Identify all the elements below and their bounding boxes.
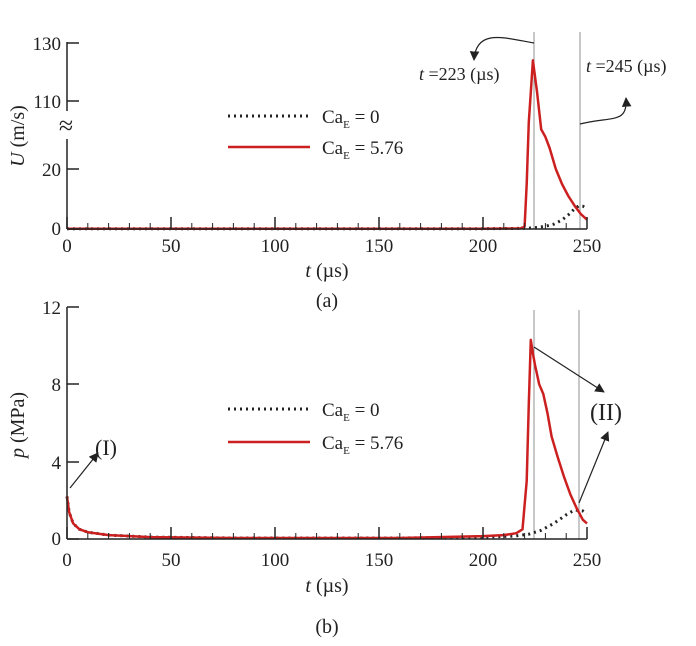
panel-a-y-tick-labels: 0 20 110 130 ≈ bbox=[33, 34, 74, 240]
annotation-arrow-II-peak bbox=[533, 346, 605, 393]
panel-b-plot-area bbox=[65, 338, 588, 540]
legend-label-ca0: CaE = 0 bbox=[322, 400, 380, 424]
legend-label-ca576: CaE = 5.76 bbox=[322, 433, 403, 457]
annotation-label-223: t =223 (µs) bbox=[419, 64, 500, 85]
panel-b-series-ca0-line bbox=[65, 496, 588, 540]
panel-a-y-label: U (m/s) bbox=[7, 105, 29, 167]
panel-b-xtick-label: 150 bbox=[365, 550, 394, 571]
panel-b-x-tick-labels: 0 50 100 150 200 250 bbox=[62, 550, 601, 571]
panel-a-xtick-label: 100 bbox=[261, 236, 290, 257]
panel-a-xtick-label: 200 bbox=[469, 236, 498, 257]
panel-b-xtick-label: 250 bbox=[573, 550, 602, 571]
panel-a-caption: (a) bbox=[316, 290, 338, 312]
panel-a-ytick-label: 0 bbox=[52, 219, 62, 240]
panel-b-y-label: p (MPa) bbox=[7, 392, 29, 460]
panel-b-xtick-label: 50 bbox=[162, 550, 181, 571]
panel-a-annotations: t =223 (µs) t =245 (µs) bbox=[419, 37, 667, 125]
panel-b-vlines bbox=[533, 310, 580, 539]
panel-b-caption: (b) bbox=[315, 616, 338, 638]
panel-b-y-tick-labels: 0 4 8 12 bbox=[42, 298, 62, 550]
panel-b-series-ca576-line bbox=[65, 338, 588, 540]
panel-b-xtick-label: 0 bbox=[62, 550, 72, 571]
annotation-label-245: t =245 (µs) bbox=[586, 56, 667, 77]
panel-b-xtick-label: 100 bbox=[261, 550, 290, 571]
panel-b-ytick-label: 4 bbox=[52, 453, 62, 474]
panel-a-ytick-label: 130 bbox=[33, 34, 62, 55]
annotation-arrow-II-tail bbox=[578, 431, 610, 504]
panel-a-xtick-label: 50 bbox=[162, 236, 181, 257]
panel-a-ytick-label: 110 bbox=[33, 92, 61, 113]
panel-a-xtick-label: 150 bbox=[365, 236, 394, 257]
panel-b-legend: CaE = 0 CaE = 5.76 bbox=[228, 400, 403, 457]
panel-b-annotations: (I) (II) bbox=[69, 346, 622, 504]
panel-b-x-label: t (µs) bbox=[305, 575, 348, 597]
annotation-arrow-245 bbox=[579, 97, 632, 125]
panel-a-ytick-label: 20 bbox=[42, 160, 61, 181]
panel-a-x-minor-ticks bbox=[66, 217, 588, 229]
annotation-arrow-223 bbox=[469, 37, 535, 61]
annotation-arrow-I bbox=[69, 452, 99, 489]
panel-b-xtick-label: 200 bbox=[469, 550, 498, 571]
panel-b-axes bbox=[66, 306, 587, 540]
panel-a-xtick-label: 250 bbox=[573, 236, 602, 257]
panel-a-series-ca0-line bbox=[67, 204, 588, 231]
panel-a-xtick-label: 0 bbox=[62, 236, 72, 257]
legend-label-ca576: CaE = 5.76 bbox=[322, 138, 403, 162]
annotation-label-II: (II) bbox=[590, 400, 622, 426]
panel-b: 0 50 100 150 200 250 0 4 8 12 p (MPa) t … bbox=[7, 298, 622, 638]
panel-a-x-tick-labels: 0 50 100 150 200 250 bbox=[62, 236, 601, 257]
panel-b-x-minor-ticks bbox=[66, 527, 588, 539]
panel-a-legend: CaE = 0 CaE = 5.76 bbox=[228, 107, 403, 162]
panel-a-x-label: t (µs) bbox=[305, 260, 348, 282]
panel-b-ytick-label: 0 bbox=[52, 529, 62, 550]
panel-b-ytick-label: 12 bbox=[42, 298, 61, 319]
panel-a: 0 50 100 150 200 250 0 20 110 130 ≈ U (m… bbox=[7, 32, 667, 312]
panel-a-axis-break: ≈ bbox=[59, 111, 73, 140]
panel-b-ytick-label: 8 bbox=[52, 375, 62, 396]
legend-label-ca0: CaE = 0 bbox=[322, 107, 380, 131]
annotation-label-I: (I) bbox=[95, 435, 117, 460]
panel-a-axes bbox=[66, 42, 587, 230]
